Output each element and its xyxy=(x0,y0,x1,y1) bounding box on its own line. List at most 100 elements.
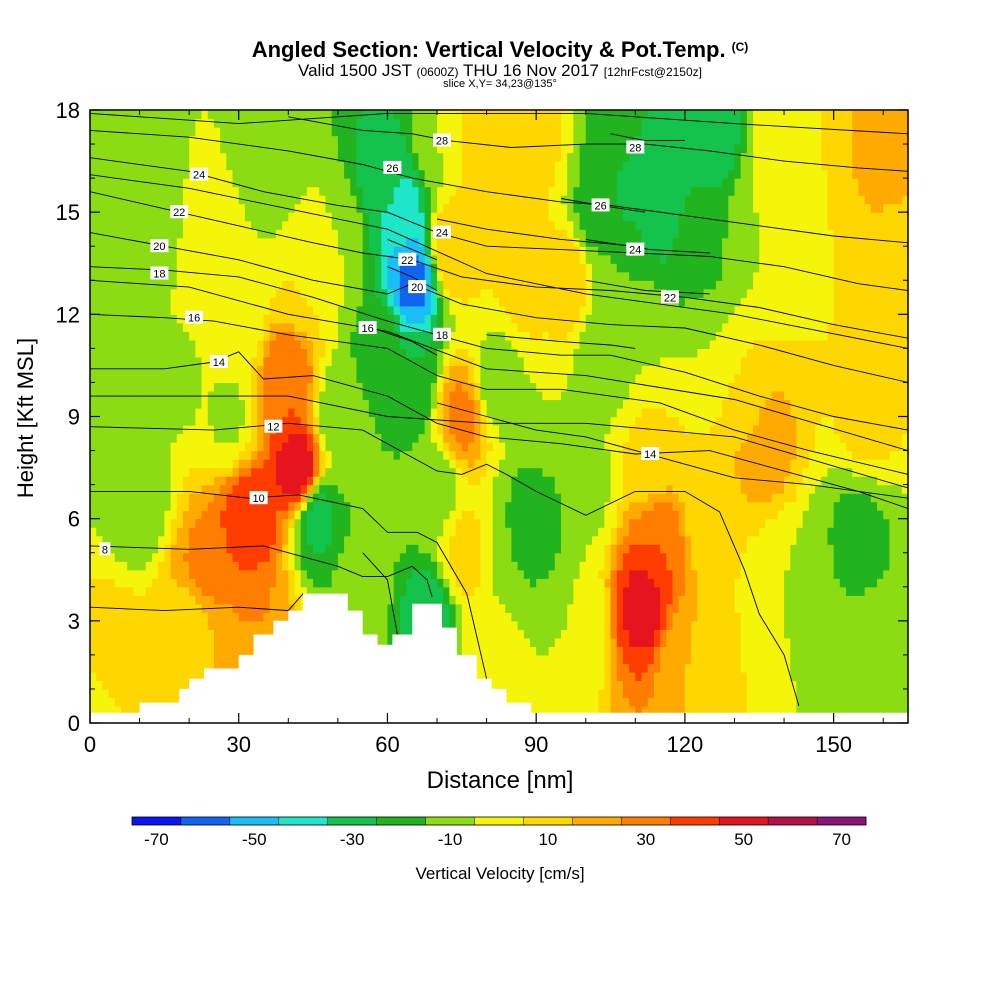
field-cell xyxy=(344,552,351,562)
field-cell xyxy=(734,476,742,486)
field-cell xyxy=(703,705,711,716)
field-cell xyxy=(102,569,110,579)
field-cell xyxy=(709,654,717,664)
field-cell xyxy=(468,603,475,613)
field-cell xyxy=(207,493,215,503)
field-cell xyxy=(734,442,742,452)
field-cell xyxy=(616,416,624,426)
field-cell xyxy=(579,578,587,588)
field-cell xyxy=(511,552,519,562)
field-cell xyxy=(474,493,482,503)
field-cell xyxy=(839,407,847,418)
field-cell xyxy=(437,527,444,537)
field-cell xyxy=(740,433,748,443)
field-cell xyxy=(691,620,698,630)
field-cell xyxy=(443,407,451,418)
field-cell xyxy=(523,578,531,588)
field-cell xyxy=(883,425,891,435)
field-cell xyxy=(449,433,457,443)
field-cell xyxy=(164,671,172,682)
field-cell xyxy=(802,459,810,469)
field-cell xyxy=(790,493,798,503)
field-cell xyxy=(870,680,878,690)
field-cell xyxy=(207,407,215,418)
field-cell xyxy=(201,552,209,562)
field-cell xyxy=(288,569,296,579)
field-cell xyxy=(567,501,574,511)
field-cell xyxy=(622,467,630,477)
field-cell xyxy=(777,493,785,503)
field-cell xyxy=(870,527,878,537)
field-cell xyxy=(486,671,494,682)
field-cell xyxy=(381,467,389,477)
field-cell xyxy=(257,442,265,452)
field-cell xyxy=(350,433,358,443)
field-cell xyxy=(455,493,463,503)
field-cell xyxy=(474,484,482,494)
field-cell xyxy=(821,442,829,452)
field-cell xyxy=(703,637,711,647)
field-cell xyxy=(808,603,816,613)
field-cell xyxy=(195,518,203,528)
field-cell xyxy=(114,620,122,630)
field-cell xyxy=(468,442,475,452)
field-cell xyxy=(647,688,655,699)
field-cell xyxy=(802,416,810,426)
field-cell xyxy=(579,595,587,605)
field-cell xyxy=(182,450,190,460)
field-cell xyxy=(660,612,667,622)
field-cell xyxy=(560,552,568,562)
field-cell xyxy=(579,450,587,460)
field-cell xyxy=(536,416,543,426)
field-cell xyxy=(350,595,358,605)
field-cell xyxy=(833,433,841,443)
field-cell xyxy=(901,595,908,605)
field-cell xyxy=(585,663,593,673)
field-cell xyxy=(182,407,190,418)
field-cell xyxy=(127,544,134,554)
field-cell xyxy=(728,459,736,469)
field-cell xyxy=(573,578,581,588)
field-cell xyxy=(901,663,908,673)
field-cell xyxy=(883,663,891,673)
field-cell xyxy=(746,595,754,605)
field-cell xyxy=(368,629,376,639)
field-cell xyxy=(684,467,692,477)
field-cell xyxy=(207,425,215,435)
field-cell xyxy=(802,535,810,545)
field-cell xyxy=(852,586,860,596)
field-cell xyxy=(102,399,110,409)
field-cell xyxy=(684,646,692,656)
field-cell xyxy=(808,510,816,520)
field-cell xyxy=(356,595,364,605)
field-cell xyxy=(548,442,556,452)
field-cell xyxy=(684,493,692,503)
field-cell xyxy=(895,578,903,588)
field-cell xyxy=(114,501,122,511)
field-cell xyxy=(492,646,500,656)
field-cell xyxy=(269,527,277,537)
field-cell xyxy=(839,433,847,443)
field-cell xyxy=(195,450,203,460)
field-cell xyxy=(684,697,692,707)
field-cell xyxy=(647,663,655,673)
field-cell xyxy=(585,467,593,477)
field-cell xyxy=(288,510,296,520)
field-cell xyxy=(499,484,506,494)
field-cell xyxy=(170,561,178,571)
field-cell xyxy=(889,535,897,545)
field-cell xyxy=(833,552,841,562)
field-cell xyxy=(579,705,587,716)
field-cell xyxy=(641,425,649,435)
field-cell xyxy=(164,535,172,545)
field-cell xyxy=(629,501,636,511)
field-cell xyxy=(827,484,835,494)
field-cell xyxy=(114,629,122,639)
field-cell xyxy=(151,527,159,537)
field-cell xyxy=(164,510,172,520)
field-cell xyxy=(468,459,475,469)
field-cell xyxy=(412,561,420,571)
field-cell xyxy=(808,688,816,699)
field-cell xyxy=(381,518,389,528)
field-cell xyxy=(567,467,574,477)
